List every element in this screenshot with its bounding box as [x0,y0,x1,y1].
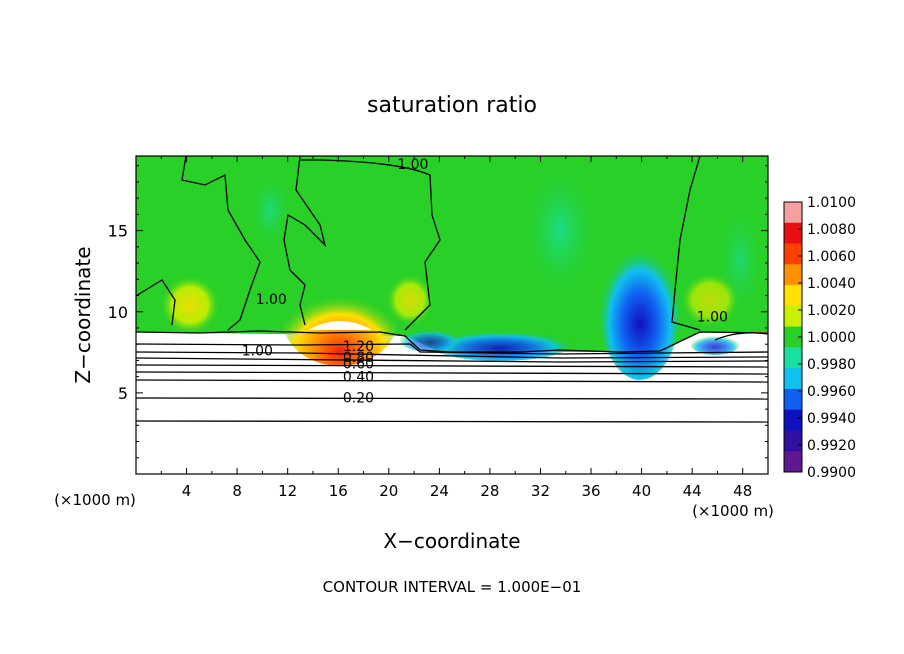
colorbar-swatch [784,368,802,390]
y-axis-ticks: 5 10 15 [108,165,768,459]
yellow-patch [680,272,740,328]
contour-label: 0.80 [343,350,374,366]
x-tick-label: 8 [232,482,242,500]
contour-line [136,420,768,423]
colorbar-label: 1.0060 [807,249,856,265]
colorbar-label: 0.9940 [807,411,856,427]
contour-line [300,159,441,331]
contour-label: 1.00 [397,157,428,173]
colorbar-label: 0.9980 [807,357,856,373]
colorbar-swatch [784,202,802,224]
contour-label: 0.20 [343,391,374,407]
y-tick-label: 10 [108,303,128,322]
x-tick-label: 40 [632,482,651,500]
contour-label: 1.00 [242,344,273,360]
colorbar-label: 1.0040 [807,276,856,292]
contour-line [136,364,768,368]
y-tick-label: 15 [108,222,128,241]
contour-line [136,357,768,363]
contour-line [136,397,768,400]
cyan-streak [520,160,600,300]
y-axis-title: Z−coordinate [71,246,95,383]
x-tick-label: 12 [278,482,297,500]
contour-lines [136,156,768,423]
x-tick-label: 36 [581,482,600,500]
contour-line [136,330,768,353]
colorbar-swatch [784,409,802,431]
contour-labels: 1.00 1.00 1.00 1.00 1.200.800.600.40 0.20 [242,157,728,407]
colorbar-swatch [784,305,802,328]
x-tick-label: 32 [531,482,550,500]
contour-line [136,371,768,375]
y-tick-label: 5 [118,384,128,403]
colorbar-swatch [784,430,802,452]
colorbar-swatch [784,243,802,265]
colorbar-label: 0.9900 [807,465,856,481]
cool-region [600,240,680,380]
x-tick-label: 4 [182,482,192,500]
contour-label: 0.40 [343,370,374,386]
colorbar-label: 0.9920 [807,438,856,454]
hot-region [282,270,398,366]
chart-title: saturation ratio [367,93,537,118]
colorbar-label: 1.0080 [807,222,856,238]
cool-region [691,335,739,355]
colorbar-swatch [784,285,802,307]
x-tick-label: 24 [430,482,449,500]
contour-label: 1.00 [697,310,728,326]
x-axis-unit-right: (×1000 m) [692,502,774,520]
colorbar-label: 0.9960 [807,384,856,400]
x-axis-ticks: 4 8 12 16 20 24 28 32 36 40 44 48 [160,156,752,500]
colorbar-swatch [784,347,802,369]
colorbar-swatch [784,264,802,286]
x-tick-label: 28 [480,482,499,500]
yellow-patch [160,275,220,335]
colorbar: 1.0100 1.0080 1.0060 1.0040 1.0020 1.0000 0.99… [783,195,856,481]
colorbar-label: 1.0100 [807,195,856,211]
colorbar-swatch [784,222,802,245]
colorbar-swatch [784,326,802,348]
colorbar-swatch [784,451,802,473]
cyan-streak [248,170,292,250]
contour-label: 1.00 [256,292,287,308]
cloud-base-gap [308,321,372,330]
colorbar-swatch [784,388,802,411]
contour-line [714,332,768,341]
contour-label: 1.20 [343,339,374,355]
x-axis-unit-left: (×1000 m) [54,491,136,509]
contour-line [136,379,768,383]
contour-interval-note: CONTOUR INTERVAL = 1.000E−01 [323,578,582,596]
x-tick-label: 48 [733,482,752,500]
colorbar-label: 1.0020 [807,303,856,319]
contour-line [671,156,701,331]
contour-line [136,343,768,355]
x-tick-label: 20 [379,482,398,500]
heatmap-field [136,156,768,474]
plot-frame [135,155,769,475]
contour-line [136,351,768,359]
contour-line [181,156,261,331]
colorbar-label: 1.0000 [807,330,856,346]
x-axis-title: X−coordinate [383,529,520,553]
contour-line [136,279,176,326]
x-tick-label: 44 [683,482,702,500]
x-tick-label: 16 [329,482,348,500]
contour-line [283,156,327,326]
contour-label: 0.60 [343,357,374,373]
